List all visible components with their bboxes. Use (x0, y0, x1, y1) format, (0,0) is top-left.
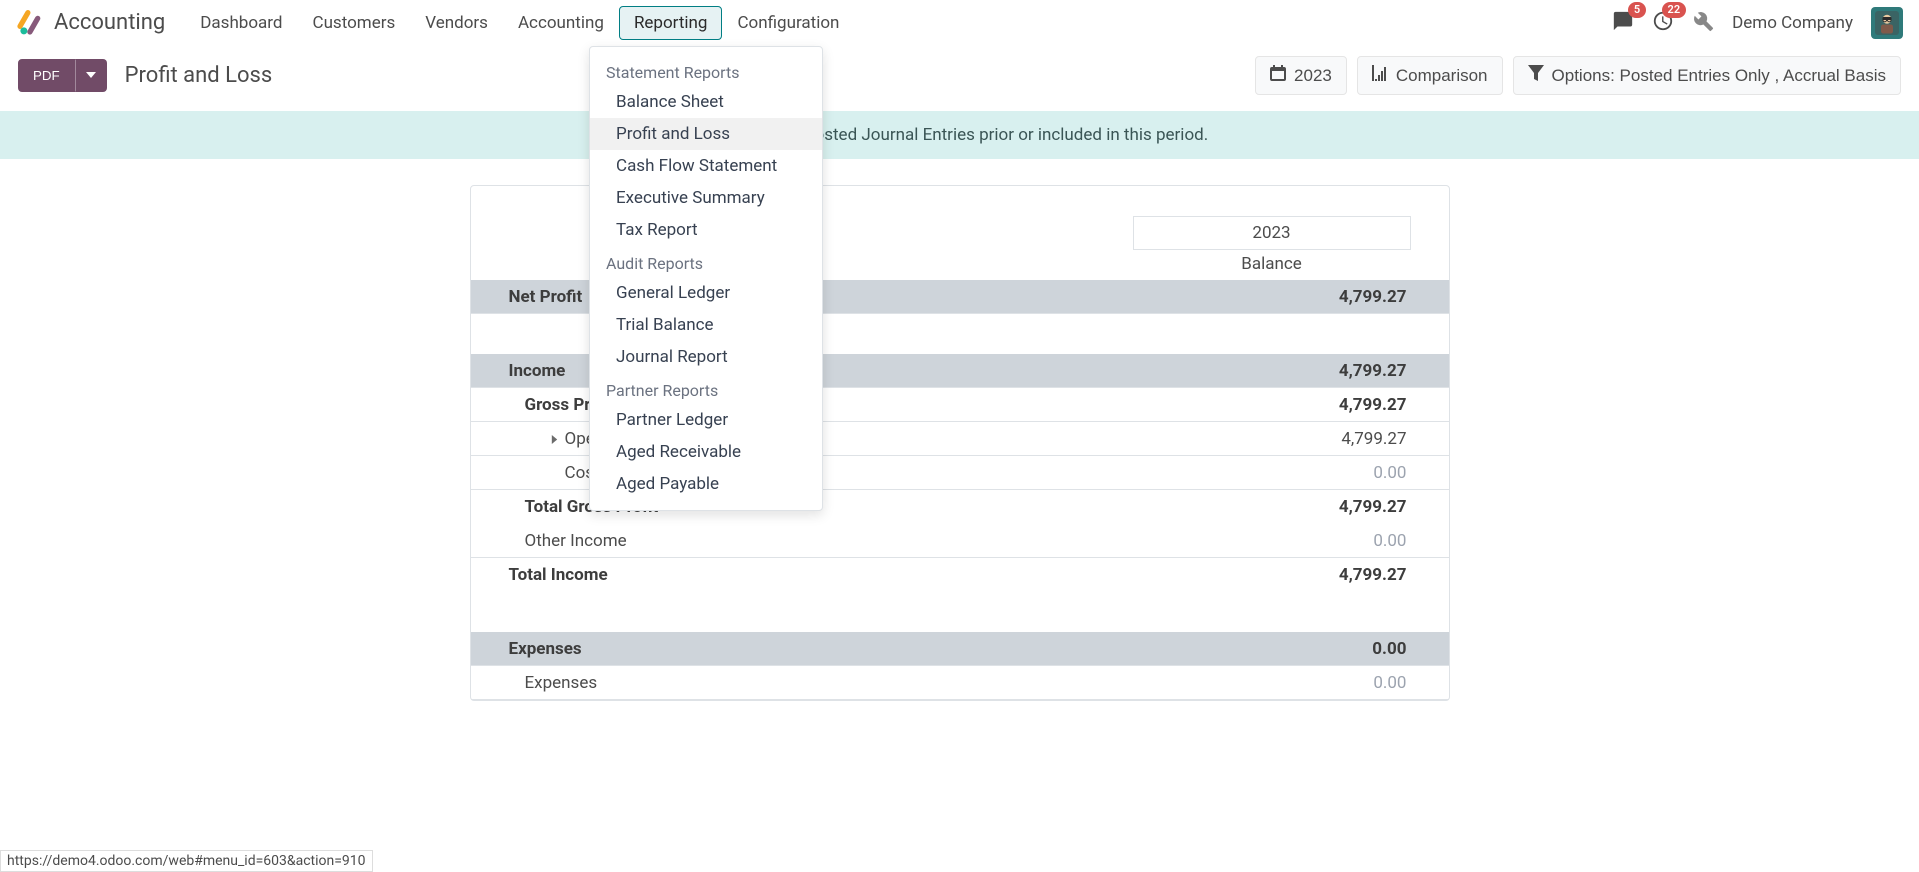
row-value: 4,799.27 (1133, 429, 1411, 449)
dropdown-item[interactable]: Journal Report (590, 341, 822, 373)
report-container: 2023 Balance Net Profit4,799.27Income4,7… (0, 185, 1919, 701)
nav-accounting[interactable]: Accounting (503, 6, 619, 40)
row-value: 4,799.27 (1133, 361, 1411, 381)
row-value: 0.00 (1133, 463, 1411, 483)
row-value: 0.00 (1133, 639, 1411, 659)
messages-badge: 5 (1628, 2, 1646, 18)
report-row[interactable]: Other Income0.00 (471, 524, 1449, 558)
nav-configuration[interactable]: Configuration (722, 6, 854, 40)
control-panel: PDF Profit and Loss 2023 Comparison Opti… (0, 46, 1919, 111)
dropdown-item[interactable]: Cash Flow Statement (590, 150, 822, 182)
topbar-right: 5 22 Demo Company (1612, 7, 1903, 39)
dropdown-section-header: Audit Reports (590, 246, 822, 277)
dropdown-item[interactable]: Profit and Loss (590, 118, 822, 150)
dropdown-item[interactable]: Balance Sheet (590, 86, 822, 118)
report-row[interactable]: Total Income4,799.27 (471, 558, 1449, 592)
nav-dashboard[interactable]: Dashboard (185, 6, 297, 40)
report-year: 2023 (1133, 216, 1411, 250)
report-row[interactable]: Expenses0.00 (471, 666, 1449, 700)
dropdown-item[interactable]: Executive Summary (590, 182, 822, 214)
row-value: 0.00 (1133, 673, 1411, 693)
bar-chart-icon (1372, 65, 1388, 86)
row-value: 0.00 (1133, 531, 1411, 551)
status-bar-url: https://demo4.odoo.com/web#menu_id=603&a… (0, 850, 373, 872)
filter-icon (1528, 65, 1544, 86)
year-filter-button[interactable]: 2023 (1255, 56, 1347, 95)
options-button[interactable]: Options: Posted Entries Only , Accrual B… (1513, 56, 1901, 95)
comparison-button[interactable]: Comparison (1357, 56, 1503, 95)
activities-button[interactable]: 22 (1652, 10, 1674, 36)
dropdown-section-header: Partner Reports (590, 373, 822, 404)
row-label: Other Income (509, 531, 1133, 551)
page-title: Profit and Loss (125, 63, 273, 88)
dropdown-item[interactable]: Tax Report (590, 214, 822, 246)
dropdown-section-header: Statement Reports (590, 55, 822, 86)
comparison-label: Comparison (1396, 66, 1488, 86)
user-avatar[interactable] (1871, 7, 1903, 39)
pdf-button-group: PDF (18, 59, 107, 92)
nav-items: Dashboard Customers Vendors Accounting R… (185, 6, 854, 40)
pdf-button[interactable]: PDF (18, 59, 75, 92)
filter-buttons: 2023 Comparison Options: Posted Entries … (1255, 56, 1901, 95)
expand-caret-icon[interactable] (545, 435, 565, 444)
app-brand[interactable]: Accounting (16, 9, 165, 37)
row-value: 4,799.27 (1133, 497, 1411, 517)
wrench-icon (1692, 17, 1714, 36)
debug-button[interactable] (1692, 10, 1714, 36)
dropdown-item[interactable]: Trial Balance (590, 309, 822, 341)
info-banner[interactable]: There are unposted Journal Entries prior… (0, 111, 1919, 159)
activities-badge: 22 (1662, 2, 1687, 18)
company-switcher[interactable]: Demo Company (1732, 13, 1853, 33)
messages-button[interactable]: 5 (1612, 10, 1634, 36)
row-label: Total Income (509, 565, 1133, 585)
calendar-icon (1270, 65, 1286, 86)
row-value: 4,799.27 (1133, 565, 1411, 585)
pdf-dropdown-button[interactable] (75, 59, 107, 92)
report-row[interactable]: Expenses0.00 (471, 632, 1449, 666)
reporting-dropdown: Statement ReportsBalance SheetProfit and… (589, 46, 823, 511)
options-label: Options: Posted Entries Only , Accrual B… (1552, 66, 1886, 86)
row-value: 4,799.27 (1133, 287, 1411, 307)
caret-down-icon (86, 68, 96, 83)
app-logo-icon (16, 9, 44, 37)
nav-vendors[interactable]: Vendors (410, 6, 503, 40)
nav-customers[interactable]: Customers (298, 6, 411, 40)
nav-reporting[interactable]: Reporting (619, 6, 723, 40)
balance-label: Balance (1133, 254, 1411, 274)
row-label: Expenses (509, 673, 1133, 693)
row-label: Expenses (509, 639, 1133, 659)
year-filter-label: 2023 (1294, 66, 1332, 86)
top-nav: Accounting Dashboard Customers Vendors A… (0, 0, 1919, 46)
app-name: Accounting (54, 10, 165, 35)
row-value: 4,799.27 (1133, 395, 1411, 415)
dropdown-item[interactable]: Partner Ledger (590, 404, 822, 436)
dropdown-item[interactable]: General Ledger (590, 277, 822, 309)
dropdown-item[interactable]: Aged Receivable (590, 436, 822, 468)
dropdown-item[interactable]: Aged Payable (590, 468, 822, 500)
